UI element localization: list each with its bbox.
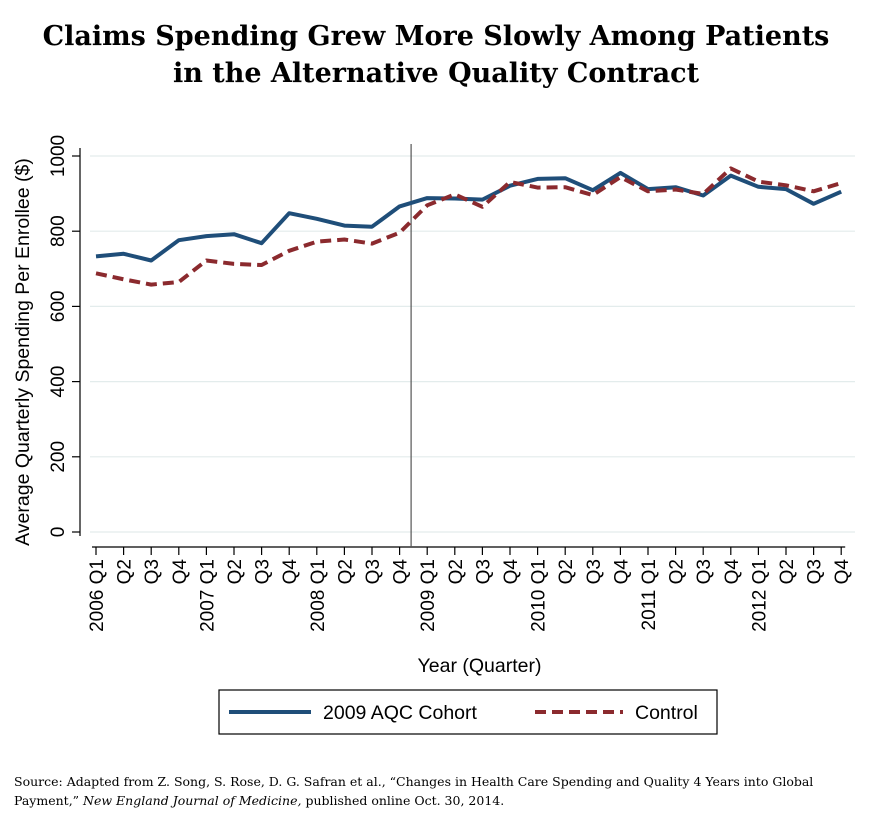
chart-title: Claims Spending Grew More Slowly Among P…: [0, 18, 872, 92]
y-tick-label-800: 800: [48, 215, 69, 247]
line-chart: 0 200 400 600 800 1000 Average Quarterly Spend…: [12, 135, 855, 735]
y-tick-label-400: 400: [48, 366, 69, 398]
x-tick-label-19: Q4: [611, 559, 632, 585]
x-tick-label-24: 2012 Q1: [749, 559, 770, 632]
x-tick-label-5: Q2: [225, 559, 246, 584]
x-tick-label-27: Q4: [832, 559, 853, 585]
x-axis-title: Year (Quarter): [418, 655, 542, 677]
x-tick-label-9: Q2: [335, 559, 356, 584]
x-tick-label-17: Q2: [556, 559, 577, 584]
x-tick-label-7: Q4: [280, 559, 301, 585]
x-tick-label-18: Q3: [584, 559, 605, 584]
x-tick-label-12: 2009 Q1: [418, 559, 439, 632]
plot-panel: 0 200 400 600 800 1000 Average Quarterly Spend…: [0, 120, 872, 760]
x-tick-label-11: Q4: [391, 559, 412, 585]
x-tick-label-15: Q4: [501, 559, 522, 585]
legend-label-aqc-cohort: 2009 AQC Cohort: [323, 702, 478, 724]
x-tick-label-26: Q3: [805, 559, 826, 584]
x-tick-label-0: 2006 Q1: [87, 559, 108, 632]
source-suffix: published online Oct. 30, 2014.: [301, 793, 505, 808]
title-line-1: Claims Spending Grew More Slowly Among P…: [42, 21, 830, 52]
x-tick-label-4: 2007 Q1: [197, 559, 218, 632]
x-tick-label-1: Q2: [115, 559, 136, 584]
x-tick-label-16: 2010 Q1: [529, 559, 550, 632]
y-tick-label-200: 200: [48, 441, 69, 473]
x-tick-label-20: 2011 Q1: [639, 559, 660, 630]
x-tick-label-13: Q2: [446, 559, 467, 584]
y-tick-label-1000: 1000: [48, 135, 69, 177]
title-line-2: in the Alternative Quality Contract: [172, 58, 700, 89]
legend-label-control: Control: [635, 702, 698, 724]
x-tick-label-8: 2008 Q1: [308, 559, 329, 632]
source-note: Source: Adapted from Z. Song, S. Rose, D…: [14, 772, 864, 810]
series-line-aqc-cohort: [95, 170, 843, 263]
x-tick-label-10: Q3: [363, 559, 384, 584]
y-tick-label-600: 600: [48, 291, 69, 323]
source-prefix: Source: Adapted from Z. Song, S. Rose, D…: [14, 774, 814, 808]
x-tick-label-2: Q3: [142, 559, 163, 584]
x-tick-label-6: Q3: [253, 559, 274, 584]
x-tick-label-3: Q4: [170, 559, 191, 585]
x-tick-label-25: Q2: [777, 559, 798, 584]
source-journal: New England Journal of Medicine,: [83, 793, 302, 808]
x-tick-label-22: Q3: [694, 559, 715, 584]
y-axis-title: Average Quarterly Spending Per Enrollee …: [12, 158, 34, 546]
y-tick-label-0: 0: [48, 527, 69, 538]
series-line-control: [95, 166, 842, 287]
x-tick-label-21: Q2: [667, 559, 688, 584]
x-tick-label-23: Q4: [722, 559, 743, 585]
x-tick-label-14: Q3: [473, 559, 494, 584]
